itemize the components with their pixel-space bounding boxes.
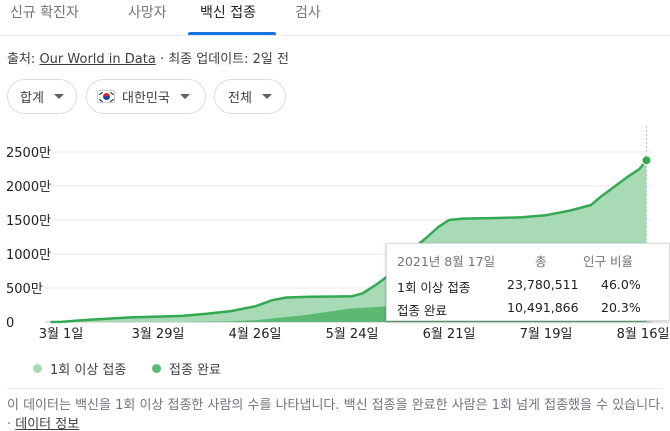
tooltip-row-ratio: 20.3% (601, 300, 641, 315)
active-tab-indicator (188, 32, 276, 35)
data-info-link[interactable]: 데이터 정보 (15, 417, 80, 431)
chart-tooltip: 2021년 8월 17일 총 인구 비율 1회 이상 접종 23,780,511… (386, 243, 670, 321)
source-link[interactable]: Our World in Data (39, 52, 156, 67)
data-note: 이 데이터는 백신을 1회 이상 접종한 사람의 수를 나타냅니다. 백신 접종… (7, 396, 667, 431)
series-line (50, 159, 648, 324)
chevron-down-icon (179, 94, 190, 99)
tooltip-date: 2021년 8월 17일 (397, 254, 496, 269)
scope-dropdown-label: 전체 (228, 91, 252, 106)
y-tick-label: 1000만 (6, 248, 51, 263)
legend-first-dose: 1회 이상 접종 (33, 359, 126, 378)
y-tick-label: 1500만 (6, 214, 51, 229)
tooltip-row-ratio: 46.0% (601, 277, 641, 292)
y-tick-label: 2500만 (6, 146, 51, 161)
tooltip-col-ratio: 인구 비율 (583, 254, 633, 269)
legend-label: 1회 이상 접종 (50, 363, 127, 378)
x-tick-label: 8월 16일 (617, 327, 670, 342)
x-tick-label: 7월 19일 (520, 327, 573, 342)
tooltip-row-total: 10,491,866 (507, 300, 579, 315)
legend-swatch (33, 364, 42, 373)
x-tick-label: 4월 26일 (229, 327, 282, 342)
metric-dropdown[interactable]: 합계 (7, 79, 77, 114)
source-prefix: 출처: (7, 52, 36, 67)
tab-testing[interactable]: 검사 (295, 5, 321, 21)
chevron-down-icon (261, 94, 272, 99)
tooltip-row-label: 접종 완료 (397, 303, 447, 318)
legend-full: 접종 완료 (152, 359, 221, 378)
legend-label: 접종 완료 (169, 363, 221, 378)
chevron-down-icon (53, 94, 64, 99)
y-tick-label: 2000만 (6, 180, 51, 195)
x-tick-label: 5월 24일 (326, 327, 379, 342)
tooltip-row-label: 1회 이상 접종 (397, 280, 471, 295)
metric-dropdown-label: 합계 (20, 91, 44, 106)
tab-new-cases[interactable]: 신규 확진자 (10, 5, 79, 21)
legend-swatch (152, 364, 161, 373)
country-dropdown[interactable]: 대한민국 (86, 79, 206, 114)
x-tick-label: 3월 29일 (132, 327, 185, 342)
data-point-marker (641, 155, 652, 166)
y-tick-label: 500만 (6, 282, 43, 297)
source-updated: · 최종 업데이트: 2일 전 (159, 52, 289, 67)
divider (7, 388, 663, 389)
x-tick-label: 6월 21일 (423, 327, 476, 342)
tab-bar: 신규 확진자 사망자 백신 접종 검사 (0, 0, 670, 36)
scope-dropdown[interactable]: 전체 (214, 79, 286, 114)
tab-deaths[interactable]: 사망자 (128, 5, 167, 21)
country-dropdown-label: 대한민국 (122, 91, 170, 106)
tab-vaccinations[interactable]: 백신 접종 (200, 5, 256, 21)
data-note-text: 이 데이터는 백신을 1회 이상 접종한 사람의 수를 나타냅니다. 백신 접종… (7, 398, 665, 431)
korea-flag-icon (97, 90, 115, 103)
tooltip-col-total: 총 (535, 254, 547, 269)
y-tick-label: 0 (6, 316, 14, 331)
source-line: 출처: Our World in Data · 최종 업데이트: 2일 전 (7, 48, 289, 67)
tooltip-row-total: 23,780,511 (507, 277, 579, 292)
x-tick-label: 3월 1일 (39, 327, 84, 342)
